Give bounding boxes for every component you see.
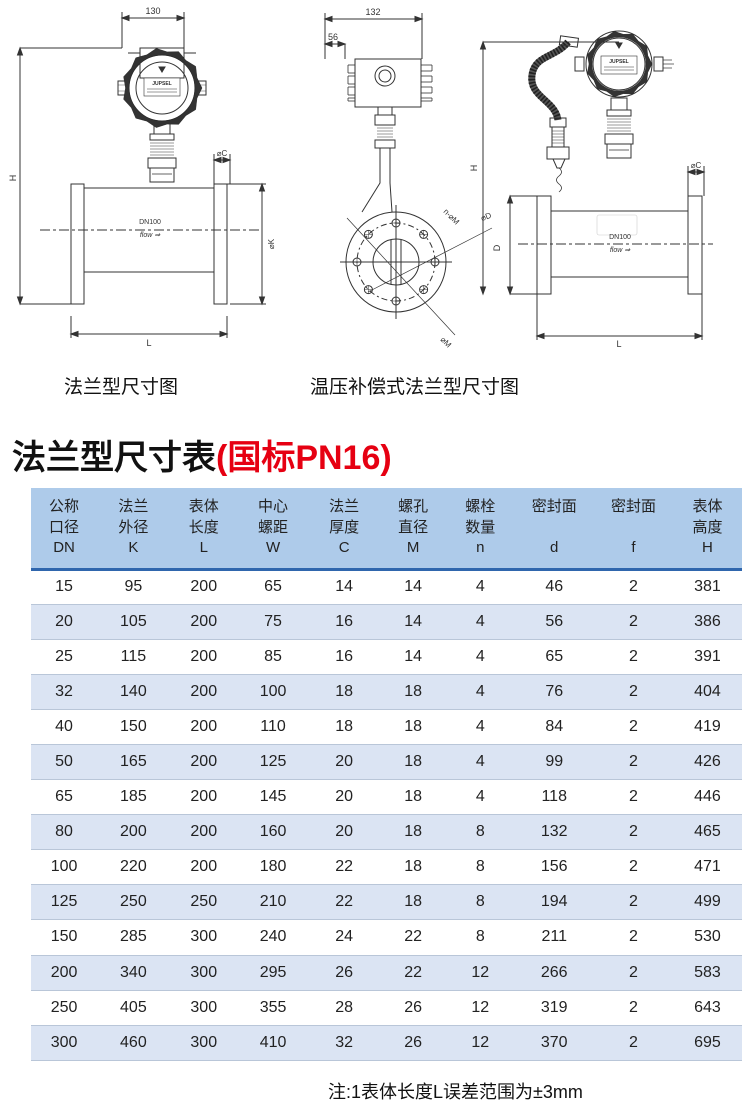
svg-text:L: L: [146, 338, 151, 348]
svg-text:⌀M: ⌀M: [439, 335, 454, 350]
svg-text:⌀C: ⌀C: [217, 149, 228, 158]
svg-text:DN100: DN100: [609, 234, 631, 241]
svg-text:130: 130: [145, 6, 160, 16]
svg-text:H: H: [469, 165, 479, 172]
svg-text:132: 132: [365, 7, 380, 17]
svg-text:H: H: [8, 175, 18, 182]
svg-text:D: D: [492, 244, 502, 251]
svg-text:flow ⇒: flow ⇒: [140, 232, 161, 239]
svg-text:flow ⇒: flow ⇒: [610, 247, 631, 254]
svg-text:DN100: DN100: [139, 219, 161, 226]
svg-text:JUPSEL: JUPSEL: [152, 81, 171, 87]
svg-text:⌀C: ⌀C: [691, 161, 702, 170]
svg-text:JUPSEL: JUPSEL: [609, 59, 628, 65]
svg-text:56: 56: [328, 32, 338, 42]
svg-text:⌀K: ⌀K: [267, 238, 276, 249]
svg-text:L: L: [616, 339, 621, 349]
svg-text:n-⌀M: n-⌀M: [442, 207, 462, 227]
